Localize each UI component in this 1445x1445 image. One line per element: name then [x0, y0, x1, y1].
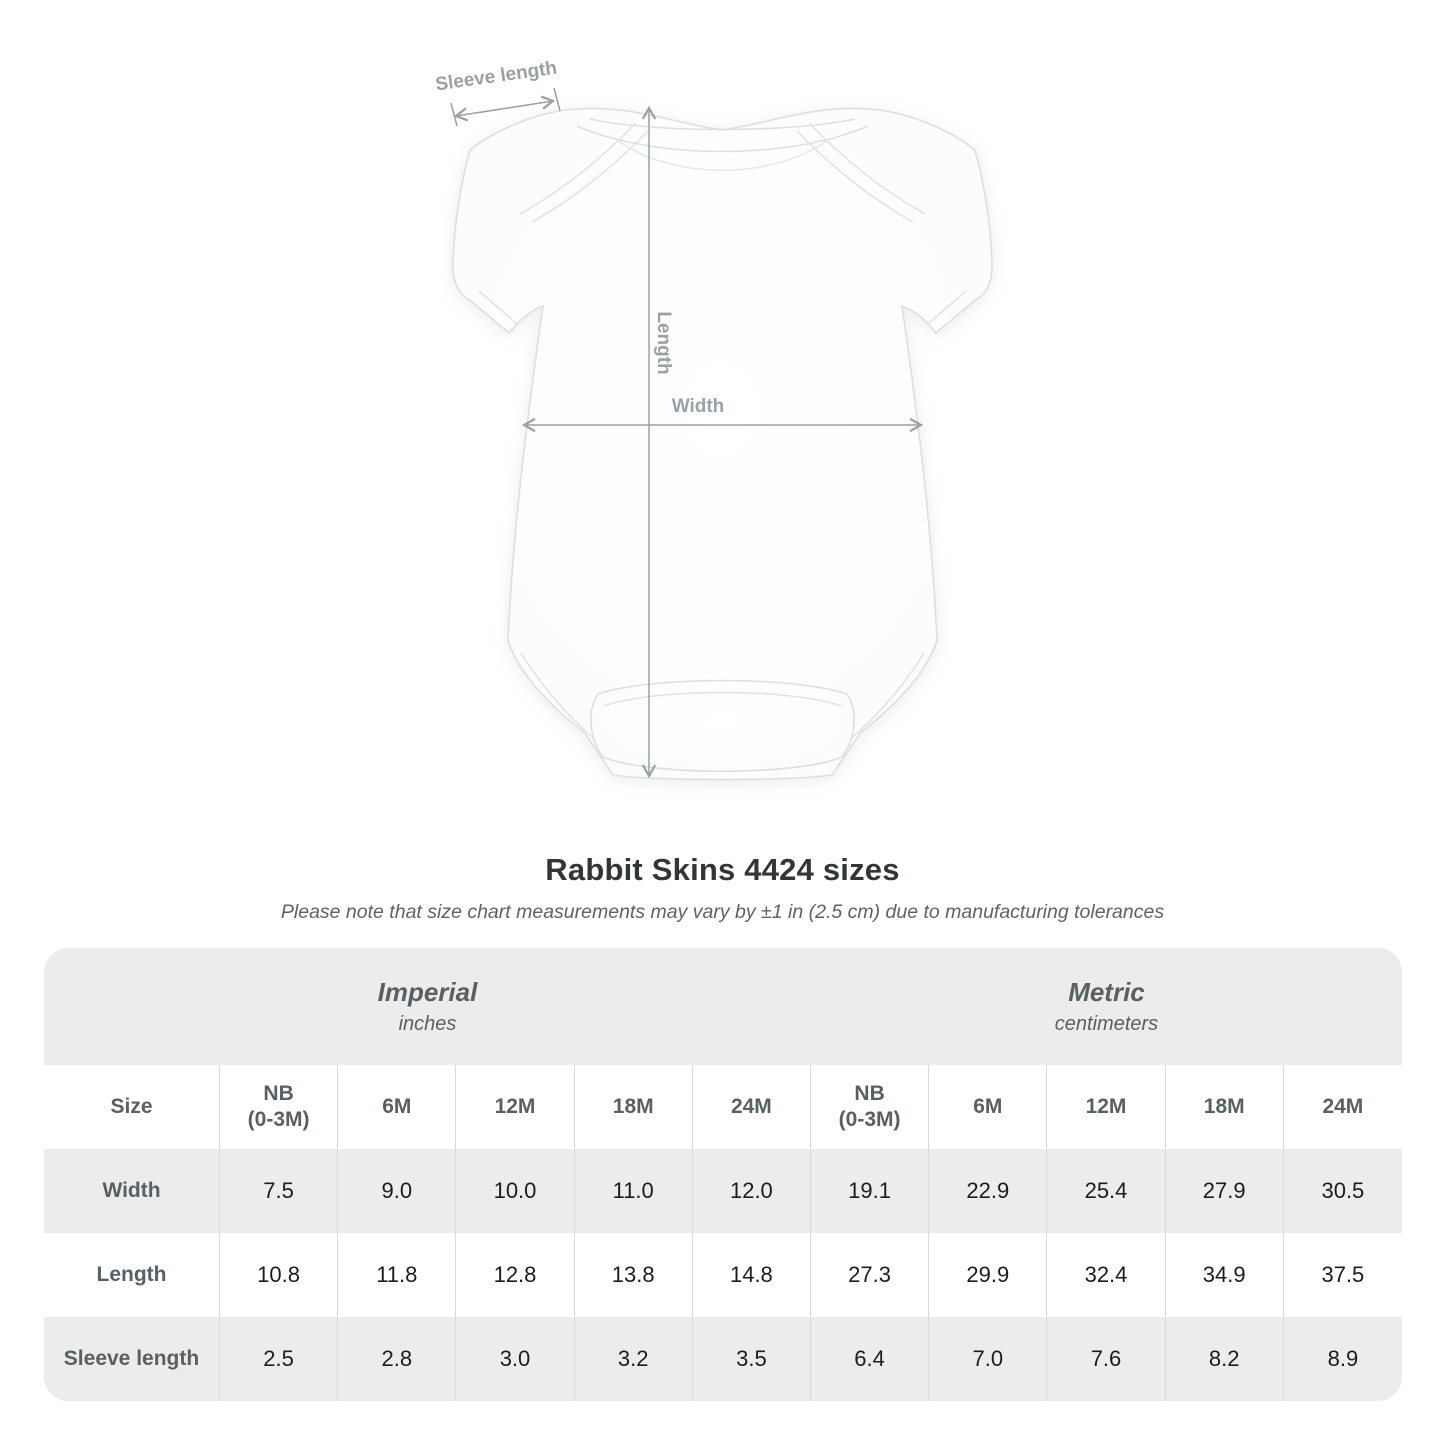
column-header-line1: NB — [854, 1082, 885, 1105]
row-label: Sleeve length — [44, 1317, 220, 1401]
sleeve-length-arrow — [453, 95, 556, 122]
column-header-nb: NB (0-3M) — [811, 1065, 930, 1149]
size-value-cell: 29.9 — [929, 1233, 1048, 1317]
width-label: Width — [672, 396, 725, 417]
sleeve-length-label: Sleeve length — [434, 58, 558, 96]
column-header-24m: 24M — [1284, 1065, 1402, 1149]
unit-label: centimeters — [1054, 1013, 1159, 1035]
onesie-illustration: Sleeve length Length Width — [434, 58, 993, 781]
column-header-6m: 6M — [929, 1065, 1048, 1149]
unit-group-label: Imperial — [377, 977, 478, 1007]
sleeve-length-tick-right — [553, 87, 561, 112]
size-value-cell: 11.8 — [338, 1233, 457, 1317]
size-value-cell: 27.3 — [811, 1233, 930, 1317]
column-header-line2: (0-3M) — [247, 1108, 310, 1131]
column-header-line1: 6M — [382, 1095, 412, 1118]
column-header-12m: 12M — [1047, 1065, 1166, 1149]
row-label: Width — [44, 1149, 220, 1233]
onesie-crotch-flap-binding — [603, 691, 842, 707]
size-value-cell: 3.5 — [692, 1317, 811, 1401]
column-header-line1: 18M — [1203, 1095, 1245, 1118]
row-label: Length — [44, 1233, 220, 1317]
size-table: Imperial inches Metric centimeters Size NB (0-… — [44, 948, 1402, 1401]
onesie-crotch-flap — [590, 679, 855, 773]
page-title: Rabbit Skins 4424 sizes — [545, 852, 900, 887]
size-value-cell: 7.0 — [929, 1317, 1048, 1401]
size-value-cell: 27.9 — [1165, 1149, 1284, 1233]
onesie-leg-bindings — [520, 652, 925, 742]
size-value-cell: 22.9 — [929, 1149, 1048, 1233]
size-value-cell: 8.2 — [1165, 1317, 1284, 1401]
size-value-cell: 9.0 — [338, 1149, 457, 1233]
column-header-line1: 24M — [1322, 1095, 1364, 1118]
size-value-cell: 3.0 — [456, 1317, 575, 1401]
column-header-line1: NB — [263, 1082, 294, 1105]
size-value-cell: 10.0 — [456, 1149, 575, 1233]
column-header-line1: 24M — [730, 1095, 772, 1118]
column-header-line1: 12M — [1085, 1095, 1127, 1118]
size-value-cell: 13.8 — [575, 1233, 693, 1317]
column-header-line1: 18M — [612, 1095, 654, 1118]
size-value-cell: 2.8 — [338, 1317, 457, 1401]
size-column-header: Size — [44, 1065, 220, 1149]
length-label: Length — [653, 311, 674, 374]
size-value-cell: 14.8 — [693, 1233, 811, 1317]
column-header-line2: (0-3M) — [838, 1108, 901, 1131]
unit-group-label: Metric — [1068, 977, 1145, 1007]
onesie-garment — [452, 107, 993, 781]
size-value-cell: 32.4 — [1047, 1233, 1166, 1317]
column-header-6m: 6M — [338, 1065, 457, 1149]
unit-group-header-metric: Metric centimeters — [810, 948, 1402, 1065]
size-value-cell: 37.5 — [1321, 1262, 1365, 1287]
column-header-24m: 24M — [693, 1065, 811, 1149]
column-header-line1: 6M — [973, 1095, 1003, 1118]
unit-label: inches — [398, 1013, 457, 1035]
size-value-cell: 8.9 — [1283, 1317, 1402, 1401]
size-value-cell: 7.6 — [1047, 1317, 1166, 1401]
size-value-cell: 10.8 — [220, 1233, 339, 1317]
onesie-body-outline — [452, 107, 993, 781]
size-value-cell: 3.2 — [574, 1317, 693, 1401]
size-value-cell: 30.5 — [1283, 1149, 1402, 1233]
size-value-cell: 2.5 — [220, 1317, 339, 1401]
size-value-cell: 12.0 — [692, 1149, 811, 1233]
size-value-cell: 6.4 — [810, 1317, 930, 1401]
size-value-cell: 19.1 — [810, 1149, 930, 1233]
onesie-neckline — [576, 118, 869, 171]
column-header-18m: 18M — [1166, 1065, 1284, 1149]
onesie-sleeve-hems — [478, 290, 967, 325]
sleeve-length-tick-left — [450, 102, 458, 127]
size-value-cell: 7.5 — [220, 1149, 339, 1233]
column-header-line1: 12M — [494, 1095, 536, 1118]
size-value-cell: 34.9 — [1166, 1233, 1284, 1317]
column-header-nb: NB (0-3M) — [220, 1065, 339, 1149]
size-note: Please note that size chart measurements… — [280, 901, 1165, 923]
size-value-cell: 11.0 — [574, 1149, 693, 1233]
unit-group-header-imperial: Imperial inches — [44, 948, 811, 1065]
column-header-18m: 18M — [575, 1065, 693, 1149]
column-header-12m: 12M — [456, 1065, 575, 1149]
size-value-cell: 25.4 — [1047, 1149, 1166, 1233]
size-value-cell: 12.8 — [456, 1233, 575, 1317]
onesie-lap-shoulder-seams — [519, 122, 926, 223]
